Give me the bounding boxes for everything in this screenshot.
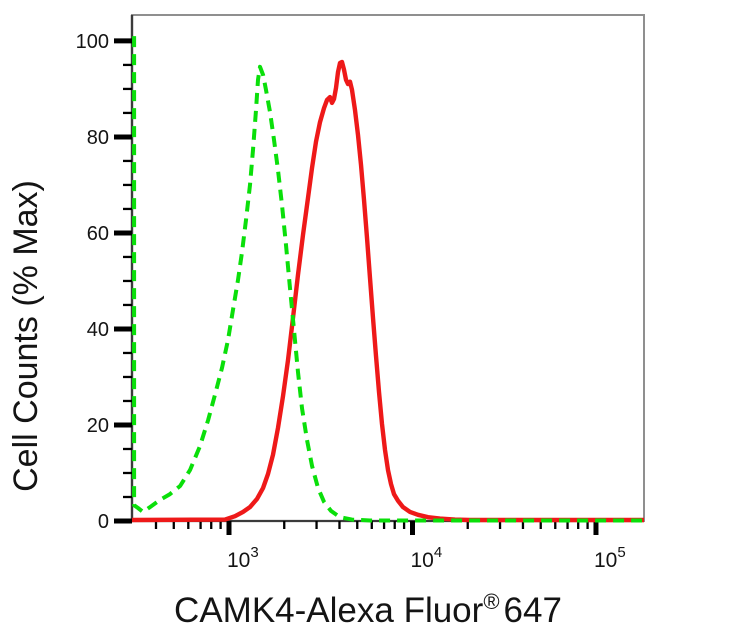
- x-axis-label: CAMK4-Alexa Fluor® 647: [174, 589, 562, 630]
- y-axis-tick-labels: 0 20 40 60 80 100: [76, 31, 109, 533]
- x-tick-label: 104: [410, 544, 442, 572]
- x-axis-ticks: [154, 521, 599, 535]
- y-tick-label: 20: [87, 415, 109, 437]
- plot-frame: [130, 14, 645, 523]
- y-tick-label: 60: [87, 223, 109, 245]
- series-red-solid-curve: [131, 59, 644, 523]
- y-tick-label: 100: [76, 31, 109, 53]
- y-axis-ticks: [114, 38, 132, 524]
- plot-area: 0 20 40 60 80 100 103 104 105: [76, 14, 645, 572]
- series-green-dashed-curve: [132, 36, 644, 523]
- x-tick-label: 103: [227, 544, 259, 572]
- x-axis-tick-labels: 103 104 105: [227, 544, 626, 572]
- y-axis-label: Cell Counts (% Max): [7, 180, 45, 492]
- y-tick-label: 0: [98, 511, 109, 533]
- x-tick-label: 105: [594, 544, 626, 572]
- y-tick-label: 40: [87, 319, 109, 341]
- y-tick-label: 80: [87, 127, 109, 149]
